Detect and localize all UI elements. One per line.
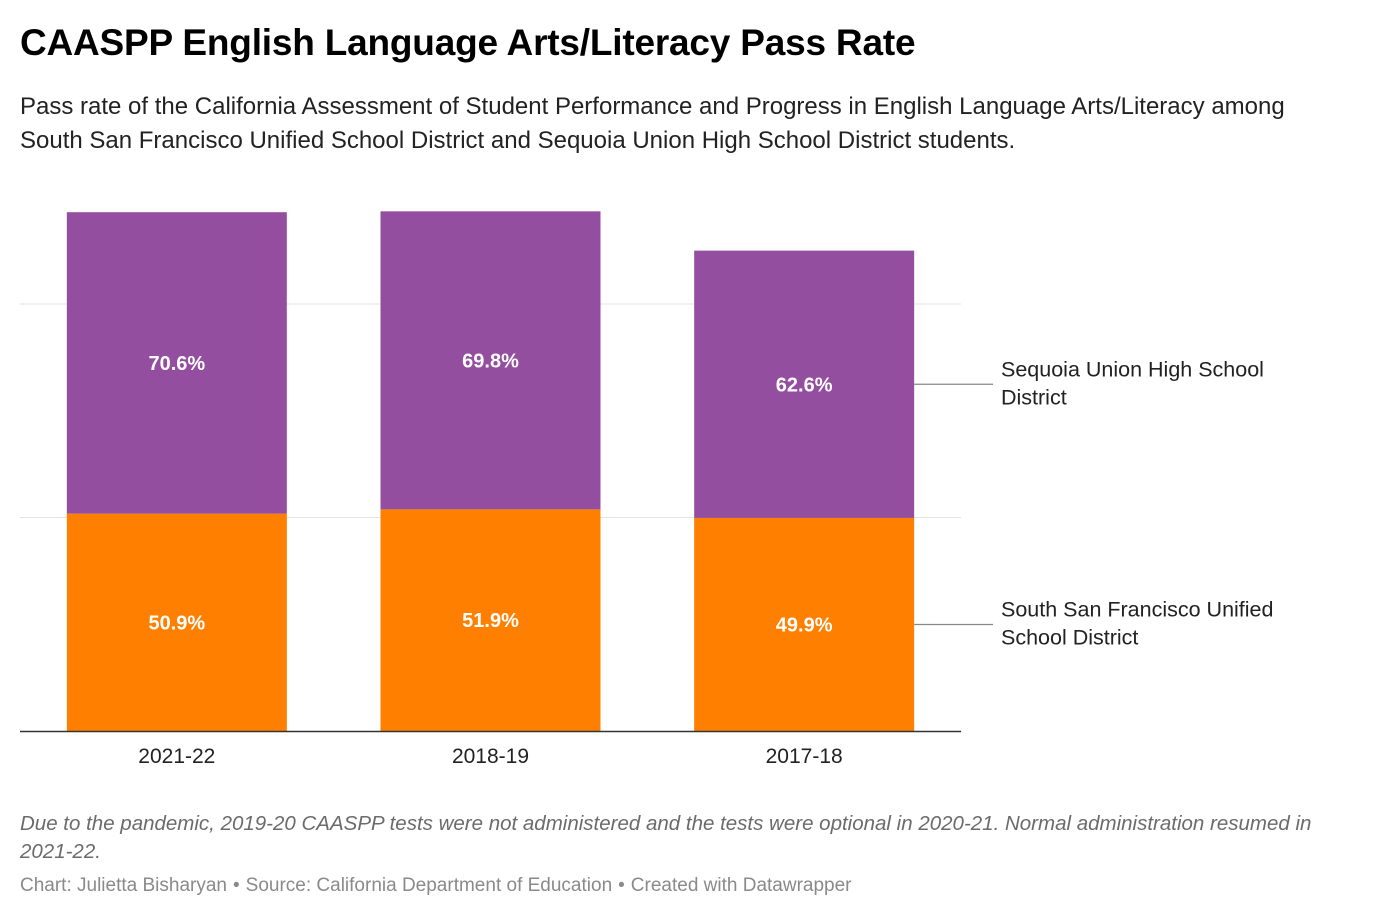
credit-author: Chart: Julietta Bisharyan	[20, 875, 227, 896]
chart-subtitle: Pass rate of the California Assessment o…	[20, 93, 1285, 154]
bar-segment	[380, 211, 601, 510]
bar-segment	[66, 212, 287, 514]
data-label: 49.9%	[776, 614, 833, 636]
data-label: 62.6%	[776, 374, 833, 396]
bar-segment	[694, 250, 915, 518]
credit-source: Source: California Department of Educati…	[245, 875, 613, 896]
data-label: 70.6%	[148, 353, 205, 375]
legend-label: South San Francisco Unified School Distri…	[1001, 597, 1273, 649]
legend-label: Sequoia Union High School District	[1001, 357, 1264, 409]
credit-tool: Created with Datawrapper	[630, 875, 852, 896]
bar-segment	[694, 517, 915, 731]
chart-note: Due to the pandemic, 2019-20 CAASPP test…	[20, 812, 1312, 863]
x-tick-label: 2017-18	[766, 745, 843, 768]
x-tick-label: 2021-22	[138, 745, 215, 768]
credit-separator: •	[233, 875, 240, 896]
stacked-bar-chart: 50.9% 51.9% 49.9% 70.6% 69.8% 62.6% 2021-22 201…	[20, 211, 1273, 768]
data-label: 50.9%	[148, 612, 205, 634]
credit-separator: •	[618, 875, 625, 896]
chart-credit: Chart: Julietta Bisharyan • Source: Califo…	[20, 875, 852, 897]
chart-title: CAASPP English Language Arts/Literacy Pa…	[20, 22, 916, 63]
data-label: 51.9%	[462, 610, 519, 632]
x-tick-label: 2018-19	[452, 745, 529, 768]
bar-segment	[380, 509, 601, 731]
bar-segment	[66, 513, 287, 731]
data-label: 69.8%	[462, 350, 519, 372]
